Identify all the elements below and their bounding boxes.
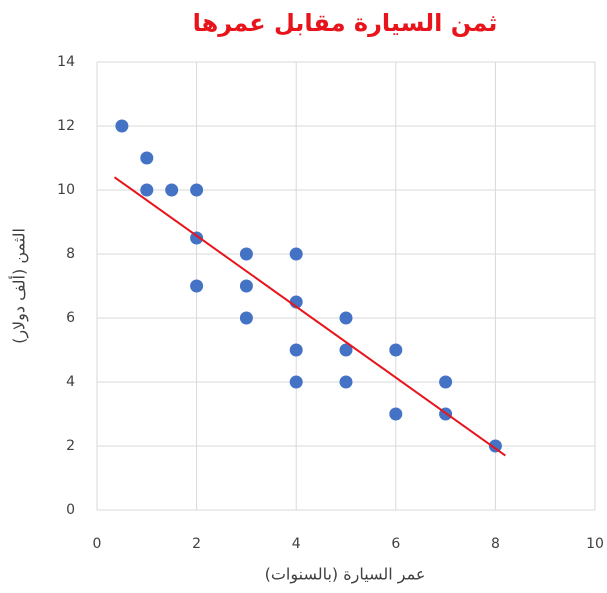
x-tick-label: 4 <box>292 536 301 552</box>
trend-line <box>114 177 505 455</box>
x-tick-label: 8 <box>491 536 500 552</box>
point <box>240 312 253 325</box>
x-tick-label: 6 <box>391 536 400 552</box>
point <box>389 408 402 421</box>
y-tick-label: 2 <box>66 438 75 454</box>
y-tick-label: 4 <box>66 374 75 390</box>
page: ثمن السيارة مقابل عمرها عمر السيارة (بال… <box>0 0 607 593</box>
x-tick-label: 0 <box>93 536 102 552</box>
y-tick-label: 10 <box>57 182 75 198</box>
point <box>290 344 303 357</box>
point <box>190 184 203 197</box>
y-tick-label: 12 <box>57 118 75 134</box>
point <box>165 184 178 197</box>
point <box>240 248 253 261</box>
point <box>115 120 128 133</box>
x-tick-label: 2 <box>192 536 201 552</box>
point <box>190 280 203 293</box>
point <box>140 184 153 197</box>
y-tick-label: 8 <box>66 246 75 262</box>
chart-title: ثمن السيارة مقابل عمرها <box>193 9 498 37</box>
y-tick-label: 14 <box>57 54 75 70</box>
y-tick-label: 0 <box>66 502 75 518</box>
point <box>389 344 402 357</box>
point <box>290 376 303 389</box>
point <box>340 312 353 325</box>
y-tick-label: 6 <box>66 310 75 326</box>
point <box>240 280 253 293</box>
x-axis-label: عمر السيارة (بالسنوات) <box>265 565 426 585</box>
x-tick-label: 10 <box>586 536 604 552</box>
point <box>290 248 303 261</box>
chart: ثمن السيارة مقابل عمرها عمر السيارة (بال… <box>0 0 607 593</box>
point <box>140 152 153 165</box>
point <box>340 376 353 389</box>
y-axis-label: الثمن (ألف دولار) <box>9 228 30 344</box>
point <box>439 376 452 389</box>
